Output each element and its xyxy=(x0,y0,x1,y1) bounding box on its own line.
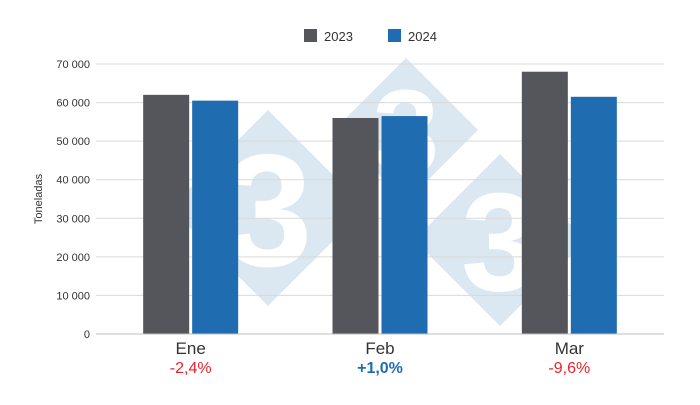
change-label: -2,4% xyxy=(170,360,212,377)
bar-2023-Feb xyxy=(332,118,379,334)
y-tick-label: 0 xyxy=(84,329,90,341)
legend-label: 2024 xyxy=(408,29,437,44)
y-tick-label: 20 000 xyxy=(56,252,90,264)
change-label: +1,0% xyxy=(357,360,403,377)
bar-2024-Ene xyxy=(192,100,239,335)
x-tick-label: Feb xyxy=(365,339,394,358)
legend-swatch-2024 xyxy=(388,29,401,42)
y-tick-label: 40 000 xyxy=(56,175,90,187)
y-tick-label: 60 000 xyxy=(56,98,90,110)
y-tick-label: 30 000 xyxy=(56,213,90,225)
bar-2023-Ene xyxy=(143,94,190,334)
bar-2024-Feb xyxy=(381,116,428,334)
y-tick-label: 10 000 xyxy=(56,290,90,302)
legend-label: 2023 xyxy=(324,29,353,44)
watermark-text: 3 xyxy=(224,121,313,300)
y-tick-label: 70 000 xyxy=(56,59,90,71)
change-label: -9,6% xyxy=(548,360,590,377)
legend-swatch-2023 xyxy=(304,29,317,42)
bar-2024-Mar xyxy=(570,96,617,335)
x-tick-label: Ene xyxy=(176,339,206,358)
y-tick-label: 50 000 xyxy=(56,136,90,148)
x-tick-label: Mar xyxy=(555,339,585,358)
y-axis-title: Toneladas xyxy=(33,173,45,224)
bar-2023-Mar xyxy=(521,71,568,334)
